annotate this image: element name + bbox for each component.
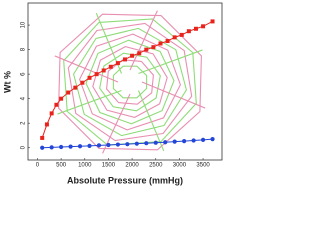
- marker: [179, 32, 184, 37]
- marker: [153, 140, 158, 145]
- pattern-line: [137, 90, 165, 152]
- marker: [54, 102, 59, 107]
- x-tick-label: 0: [36, 163, 40, 169]
- y-tick-label: 6: [21, 72, 27, 76]
- marker: [151, 45, 156, 50]
- marker: [137, 51, 142, 56]
- marker: [201, 24, 206, 29]
- marker: [130, 53, 135, 58]
- marker: [87, 143, 92, 148]
- pattern-shape: [73, 27, 187, 137]
- marker: [49, 145, 54, 150]
- pattern-shape: [79, 33, 181, 131]
- marker: [123, 57, 127, 62]
- pattern-shape: [85, 39, 175, 125]
- marker: [68, 144, 73, 149]
- marker: [49, 111, 54, 116]
- marker: [200, 137, 206, 142]
- marker: [210, 19, 215, 24]
- plot-frame: [27, 2, 223, 161]
- x-tick-label: 2500: [149, 163, 163, 169]
- marker: [59, 144, 64, 150]
- marker: [101, 68, 106, 73]
- marker: [172, 139, 177, 144]
- marker: [165, 39, 170, 44]
- marker: [172, 35, 177, 40]
- x-tick-label: 3500: [196, 163, 210, 169]
- pattern-line: [54, 55, 119, 83]
- pattern-line: [129, 10, 158, 71]
- marker: [144, 141, 149, 146]
- marker: [134, 141, 139, 146]
- marker: [87, 75, 92, 80]
- marker: [193, 26, 198, 31]
- marker: [210, 137, 215, 142]
- y-axis-label: Wt %: [2, 71, 12, 93]
- marker: [125, 142, 130, 147]
- pattern-shape: [63, 18, 197, 146]
- marker: [40, 145, 45, 150]
- marker: [158, 41, 163, 46]
- pattern-shape: [106, 59, 154, 105]
- series-line: [41, 20, 213, 139]
- marker: [108, 64, 113, 69]
- marker: [94, 72, 99, 77]
- marker: [44, 122, 49, 127]
- marker: [80, 80, 85, 85]
- x-tick-label: 500: [56, 163, 67, 169]
- y-tick-label: 0: [21, 145, 27, 149]
- x-tick-label: 3000: [173, 163, 187, 169]
- pattern-line: [57, 89, 122, 115]
- marker: [73, 85, 78, 90]
- y-tick-label: 2: [21, 121, 27, 125]
- pattern-shape: [67, 22, 193, 142]
- marker: [106, 142, 111, 148]
- x-axis-label: Absolute Pressure (mmHg): [67, 175, 183, 185]
- marker: [163, 140, 168, 145]
- y-tick-label: 8: [21, 47, 27, 51]
- marker: [186, 29, 191, 34]
- marker: [66, 90, 71, 95]
- marker: [115, 61, 120, 66]
- pattern-shape: [112, 65, 148, 99]
- marker: [191, 138, 196, 143]
- marker: [59, 96, 64, 101]
- marker: [144, 47, 149, 52]
- chart: Absolute Pressure (mmHg) Wt % 0 500 1000 15…: [2, 2, 223, 185]
- x-tick-label: 2000: [125, 163, 139, 169]
- pattern-shape: [99, 52, 161, 112]
- y-tick-label: 10: [21, 21, 27, 28]
- marker: [96, 143, 102, 148]
- marker: [115, 142, 121, 147]
- marker: [77, 144, 83, 149]
- pattern-line: [138, 49, 203, 75]
- marker: [182, 139, 187, 144]
- marker: [40, 135, 45, 140]
- y-tick-label: 4: [21, 96, 27, 100]
- background-pattern: [54, 10, 206, 154]
- pattern-shape: [92, 46, 168, 118]
- pattern-line: [141, 81, 206, 109]
- pattern-shape: [58, 13, 202, 151]
- x-tick-label: 1000: [78, 163, 92, 169]
- x-tick-label: 1500: [102, 163, 116, 169]
